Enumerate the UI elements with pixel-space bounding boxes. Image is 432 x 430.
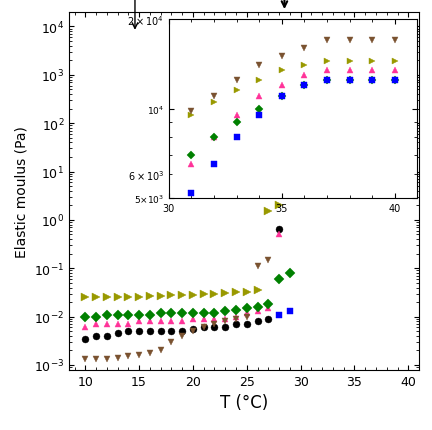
Y-axis label: Elastic moulus (Pa): Elastic moulus (Pa)	[14, 126, 29, 257]
X-axis label: T (°C): T (°C)	[220, 393, 268, 411]
